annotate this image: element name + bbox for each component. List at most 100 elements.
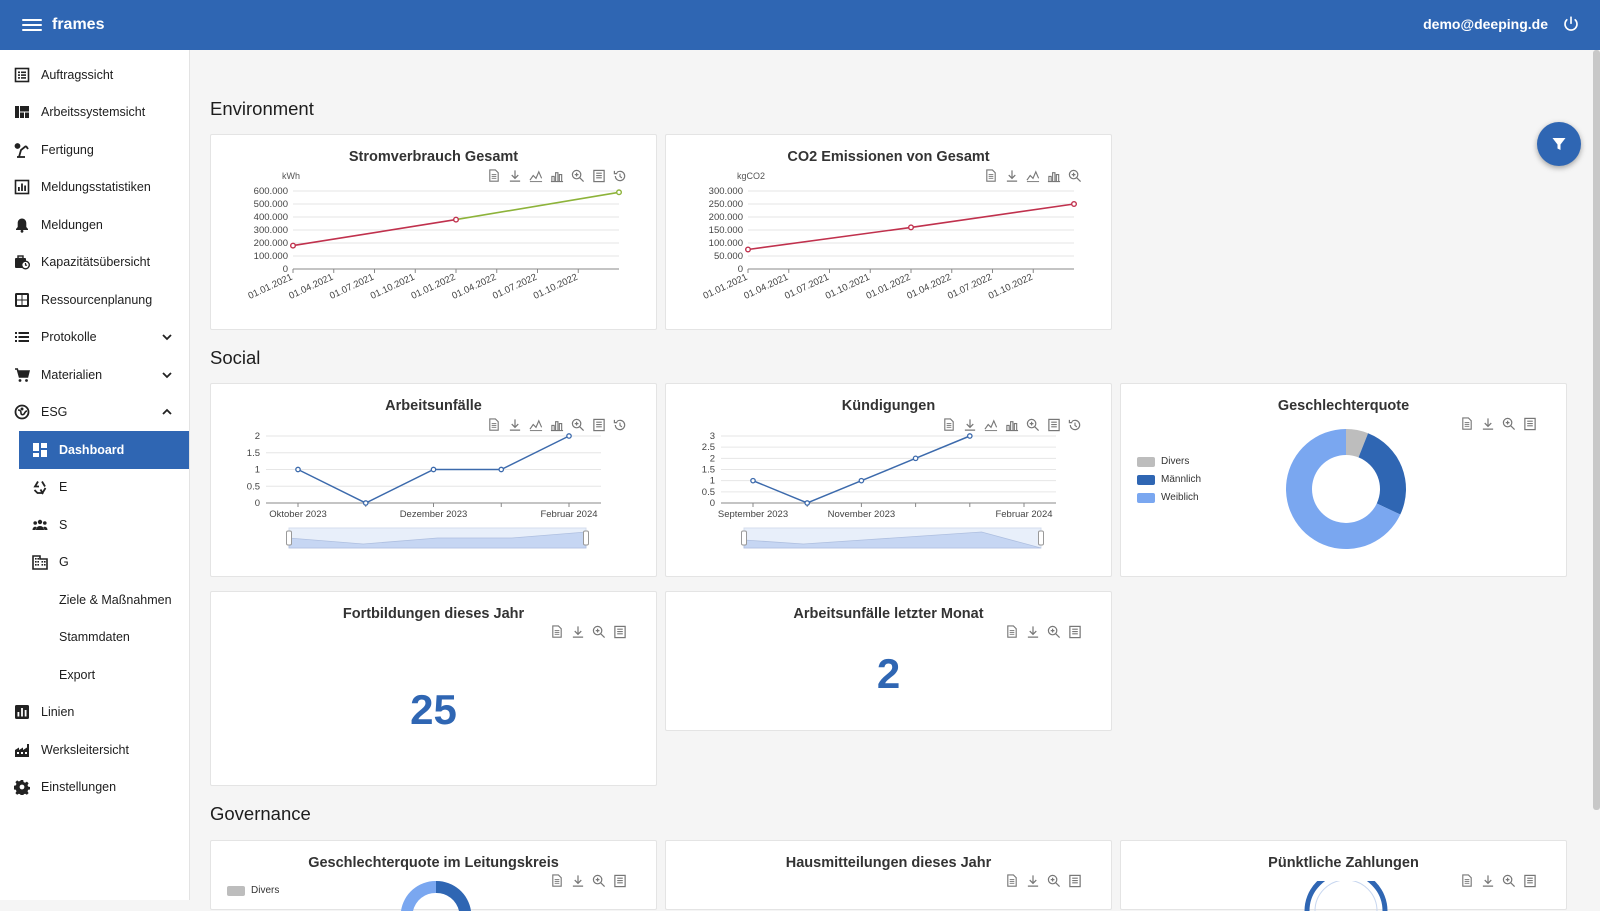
zoom-icon[interactable] xyxy=(1502,874,1516,888)
sidebar-item-materialien[interactable]: Materialien xyxy=(0,356,189,394)
restore-icon[interactable] xyxy=(1068,418,1082,432)
y-axis-unit: kgCO2 xyxy=(737,171,765,181)
data-view-icon[interactable] xyxy=(1005,874,1019,888)
zoom-icon[interactable] xyxy=(571,418,585,432)
zoom-icon[interactable] xyxy=(592,625,606,639)
zoom-icon[interactable] xyxy=(1047,625,1061,639)
legend-label: Weiblich xyxy=(1161,492,1199,503)
table-icon[interactable] xyxy=(1047,418,1061,432)
download-icon[interactable] xyxy=(571,625,585,639)
sidebar-item-e[interactable]: E xyxy=(0,469,189,507)
table-icon[interactable] xyxy=(1068,874,1082,888)
chevron-down-icon[interactable] xyxy=(161,331,173,343)
zoom-icon[interactable] xyxy=(1068,169,1082,183)
chevron-down-icon[interactable] xyxy=(161,369,173,381)
sidebar-item-kapazitaetsuebersicht[interactable]: Kapazitätsübersicht xyxy=(0,244,189,282)
download-icon[interactable] xyxy=(1026,625,1040,639)
data-view-icon[interactable] xyxy=(550,874,564,888)
sidebar-item-label: Materialien xyxy=(41,367,103,382)
bar-chart-icon[interactable] xyxy=(550,169,564,183)
data-view-icon[interactable] xyxy=(942,418,956,432)
sidebar-item-arbeitssystemsicht[interactable]: Arbeitssystemsicht xyxy=(0,94,189,132)
sidebar-item-linien[interactable]: Linien xyxy=(0,694,189,732)
zoom-icon[interactable] xyxy=(1047,874,1061,888)
zoom-icon[interactable] xyxy=(1502,417,1516,431)
data-view-icon[interactable] xyxy=(487,169,501,183)
data-point xyxy=(750,477,756,484)
restore-icon[interactable] xyxy=(613,169,627,183)
sidebar-item-ziele[interactable]: Ziele & Maßnahmen xyxy=(0,581,189,619)
sidebar-item-esg[interactable]: ESG xyxy=(0,394,189,432)
download-icon[interactable] xyxy=(1005,169,1019,183)
table-icon[interactable] xyxy=(1523,874,1537,888)
card-geschlechterquote-leitung: Geschlechterquote im Leitungskreis Diver… xyxy=(210,840,657,911)
chart-toolbox xyxy=(942,418,1082,432)
table-icon[interactable] xyxy=(1523,417,1537,431)
line-chart-icon[interactable] xyxy=(1026,169,1040,183)
y-tick-label: 200.000 xyxy=(254,238,288,249)
bar-chart-icon[interactable] xyxy=(1047,169,1061,183)
chevron-up-icon[interactable] xyxy=(161,406,173,418)
power-icon[interactable] xyxy=(1562,15,1580,33)
user-email[interactable]: demo@deeping.de xyxy=(1423,16,1548,32)
bar-chart-icon[interactable] xyxy=(550,418,564,432)
line-chart-icon[interactable] xyxy=(529,418,543,432)
data-view-icon[interactable] xyxy=(1460,417,1474,431)
data-view-icon[interactable] xyxy=(984,169,998,183)
zoom-icon[interactable] xyxy=(1026,418,1040,432)
download-icon[interactable] xyxy=(508,169,522,183)
data-view-icon[interactable] xyxy=(550,625,564,639)
zoom-icon[interactable] xyxy=(592,874,606,888)
legend-item-weiblich[interactable]: Weiblich xyxy=(1137,492,1199,503)
sidebar-item-s[interactable]: S xyxy=(0,506,189,544)
line-chart-icon[interactable] xyxy=(984,418,998,432)
sidebar-item-dashboard[interactable]: Dashboard xyxy=(19,431,189,469)
download-icon[interactable] xyxy=(1481,874,1495,888)
sidebar-item-ressourcenplanung[interactable]: Ressourcenplanung xyxy=(0,281,189,319)
download-icon[interactable] xyxy=(571,874,585,888)
data-view-icon[interactable] xyxy=(487,418,501,432)
sidebar-item-werksleitersicht[interactable]: Werksleitersicht xyxy=(0,731,189,769)
legend-swatch xyxy=(1137,474,1155,485)
table-icon[interactable] xyxy=(1068,625,1082,639)
zoom-icon[interactable] xyxy=(571,169,585,183)
filter-button[interactable] xyxy=(1537,122,1581,166)
legend-item-maennlich[interactable]: Männlich xyxy=(1137,474,1201,485)
sidebar-item-einstellungen[interactable]: Einstellungen xyxy=(0,769,189,807)
sidebar-item-g[interactable]: G xyxy=(0,544,189,582)
legend-item-divers[interactable]: Divers xyxy=(227,885,279,896)
data-point xyxy=(858,477,865,484)
bar-chart-icon[interactable] xyxy=(1005,418,1019,432)
download-icon[interactable] xyxy=(1026,874,1040,888)
table-icon[interactable] xyxy=(592,418,606,432)
sidebar-item-meldungen[interactable]: Meldungen xyxy=(0,206,189,244)
sidebar-item-protokolle[interactable]: Protokolle xyxy=(0,319,189,357)
download-icon[interactable] xyxy=(963,418,977,432)
y-tick-label: 2 xyxy=(710,453,715,464)
download-icon[interactable] xyxy=(1481,417,1495,431)
data-point xyxy=(498,466,505,473)
sidebar-item-stammdaten[interactable]: Stammdaten xyxy=(0,619,189,657)
table-icon[interactable] xyxy=(613,625,627,639)
line-chart-icon[interactable] xyxy=(529,169,543,183)
sidebar-item-fertigung[interactable]: Fertigung xyxy=(0,131,189,169)
data-view-icon[interactable] xyxy=(1460,874,1474,888)
pie-slice xyxy=(1358,433,1406,515)
data-point xyxy=(966,433,973,439)
sidebar-item-export[interactable]: Export xyxy=(0,656,189,694)
sidebar-item-auftragssicht[interactable]: Auftragssicht xyxy=(0,56,189,94)
legend-item-divers[interactable]: Divers xyxy=(1137,456,1189,467)
data-view-icon[interactable] xyxy=(1005,625,1019,639)
sidebar-item-label: Arbeitssystemsicht xyxy=(41,105,146,120)
restore-icon[interactable] xyxy=(613,418,627,432)
menu-icon[interactable] xyxy=(22,15,42,35)
table-icon[interactable] xyxy=(613,874,627,888)
sidebar-item-label: Protokolle xyxy=(41,330,97,345)
pie-slice xyxy=(1286,429,1401,549)
table-icon[interactable] xyxy=(592,169,606,183)
sidebar-item-meldungsstatistiken[interactable]: Meldungsstatistiken xyxy=(0,169,189,207)
download-icon[interactable] xyxy=(508,418,522,432)
scrollbar[interactable] xyxy=(1593,50,1600,810)
chart-co2: kgCO2 0 50.000 100.000 150.000 200.000 250.000… xyxy=(702,171,1078,302)
y-tick-label: 0 xyxy=(738,264,743,275)
